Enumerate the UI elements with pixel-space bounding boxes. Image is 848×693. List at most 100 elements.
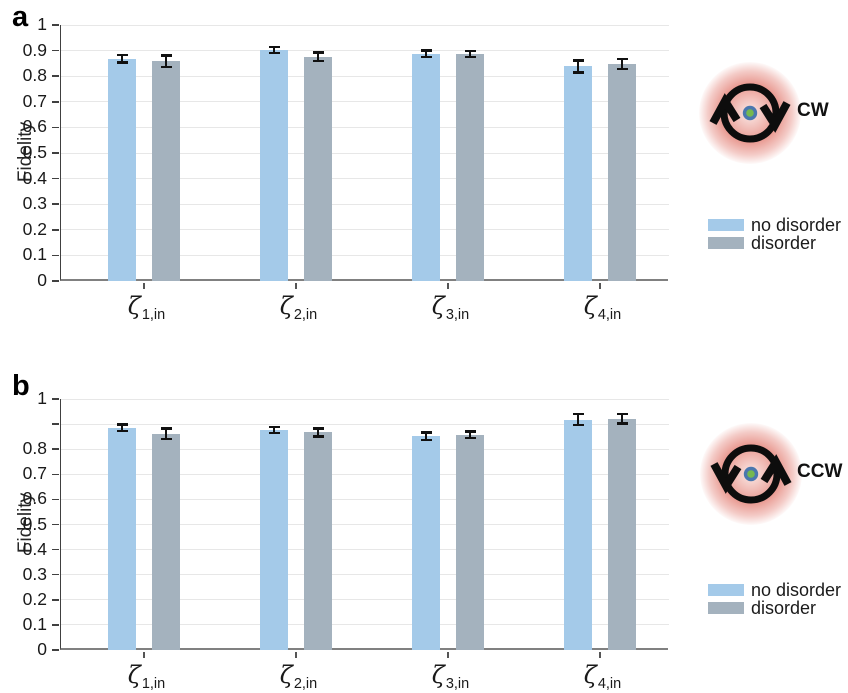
y-tick-label: 0.6: [22, 116, 47, 137]
error-bar-line: [272, 426, 276, 433]
y-tick: [52, 573, 60, 576]
x-tick-label: ζ2,in: [279, 292, 318, 323]
zeta-subscript: 3,in: [445, 307, 470, 323]
y-tick-label: 0.8: [22, 65, 47, 86]
gridline: [61, 498, 669, 500]
zeta-subscript: 4,in: [597, 676, 622, 692]
y-tick-label: 0.3: [22, 563, 47, 584]
error-bar-cap-top: [116, 423, 128, 426]
gridline: [61, 524, 669, 525]
plot-area-b: 0 0.1 0.2 0.3 0.4 0.5 0.6 0.7 0.8 1 ζ1,in ζ2,in ζ3,i…: [23, 388, 669, 692]
y-tick: [52, 523, 60, 526]
gridline: [61, 398, 669, 400]
error-bar-cap-bottom: [572, 71, 584, 74]
x-tick: [143, 652, 145, 658]
y-tick: [52, 152, 60, 154]
error-bar-cap-top: [312, 51, 324, 54]
y-tick-label: 0.2: [22, 588, 47, 609]
x-tick-label: ζ4,in: [584, 661, 622, 692]
gridline: [61, 178, 669, 180]
x-tick: [599, 283, 601, 289]
gridline: [61, 203, 669, 205]
y-tick-label: 0.1: [22, 613, 47, 634]
gridline: [61, 624, 669, 626]
bar-no-disorder-4: [564, 419, 592, 650]
x-tick-label: ζ2,in: [279, 661, 317, 692]
y-tick-label: 0.4: [22, 167, 47, 188]
error-bar-line: [468, 50, 472, 57]
y-tick-label: 0.1: [22, 244, 47, 265]
x-tick: [447, 652, 449, 658]
y-tick: [52, 423, 60, 425]
y-tick-label: 0.3: [22, 193, 47, 214]
panel-letter-b: b: [12, 370, 30, 402]
bar-disorder-1: [152, 61, 180, 281]
y-tick: [52, 24, 60, 26]
gridline: [61, 423, 669, 425]
y-tick-label: 0.4: [22, 538, 47, 559]
error-bar-cap-bottom: [312, 435, 324, 438]
error-bar-line: [468, 431, 472, 439]
x-tick: [295, 652, 297, 658]
legend-label-disorder-b: disorder: [751, 598, 817, 618]
error-bar-cap-bottom: [464, 55, 476, 59]
gridline: [61, 448, 669, 450]
error-bar-cap-top: [420, 49, 432, 52]
error-bar-cap-top: [464, 430, 476, 433]
x-tick-label: ζ3,in: [431, 661, 469, 692]
ccw-rotation-icon: [710, 444, 792, 504]
error-bar-cap-top: [116, 53, 128, 57]
error-bar-cap-top: [572, 412, 584, 416]
y-tick: [52, 498, 60, 501]
y-tick: [52, 599, 60, 601]
zeta-subscript: 1,in: [141, 307, 166, 323]
gridline: [61, 75, 669, 77]
error-bar-line: [576, 414, 580, 426]
error-bar-cap-top: [268, 425, 280, 429]
bar-no-disorder-2: [260, 50, 288, 281]
y-tick: [52, 254, 60, 257]
error-bar-cap-top: [312, 427, 324, 430]
y-tick: [52, 624, 60, 626]
zeta-symbol: ζ: [279, 292, 293, 320]
y-tick: [52, 473, 60, 476]
legend-swatch-disorder-a: [708, 237, 744, 249]
gridline: [61, 473, 669, 475]
zeta-subscript: 1,in: [141, 676, 166, 692]
bar-disorder-3: [456, 53, 484, 281]
gridline: [61, 599, 669, 601]
y-tick: [52, 280, 60, 282]
error-bar-cap-bottom: [616, 67, 628, 71]
legend-label-no-disorder-a: no disorder: [751, 215, 842, 235]
ccw-label: CCW: [797, 461, 843, 482]
y-tick: [52, 126, 60, 129]
bar-disorder-4: [608, 63, 636, 281]
zeta-symbol: ζ: [127, 661, 141, 689]
y-tick-label: 0.7: [22, 463, 47, 484]
bar-disorder-2: [304, 56, 332, 281]
error-bar-cap-bottom: [116, 61, 128, 64]
error-bar-line: [424, 50, 428, 57]
gridline: [61, 549, 669, 551]
y-tick-label: 0.6: [22, 488, 47, 509]
x-tick-label: ζ3,in: [431, 292, 470, 323]
error-bar-cap-top: [160, 427, 172, 430]
zeta-subscript: 2,in: [293, 307, 318, 323]
panel-letter-a: a: [12, 1, 29, 33]
error-bar-line: [620, 58, 624, 70]
mode-dot-inner: [747, 470, 755, 478]
y-tick: [52, 448, 60, 450]
legend-swatch-no-disorder-a: [708, 219, 744, 231]
bar-disorder-3: [456, 434, 484, 650]
error-bar-cap-bottom: [160, 66, 172, 69]
y-tick-label: 0.8: [22, 438, 47, 459]
zeta-symbol: ζ: [431, 661, 445, 689]
error-bar-cap-bottom: [116, 429, 128, 433]
x-tick-label: ζ4,in: [584, 292, 621, 323]
gridline: [61, 126, 669, 128]
cw-label: CW: [797, 100, 829, 121]
zeta-symbol: ζ: [431, 292, 445, 320]
error-bar-cap-bottom: [268, 431, 280, 435]
zeta-symbol: ζ: [279, 661, 293, 689]
error-bar-cap-top: [464, 49, 476, 53]
